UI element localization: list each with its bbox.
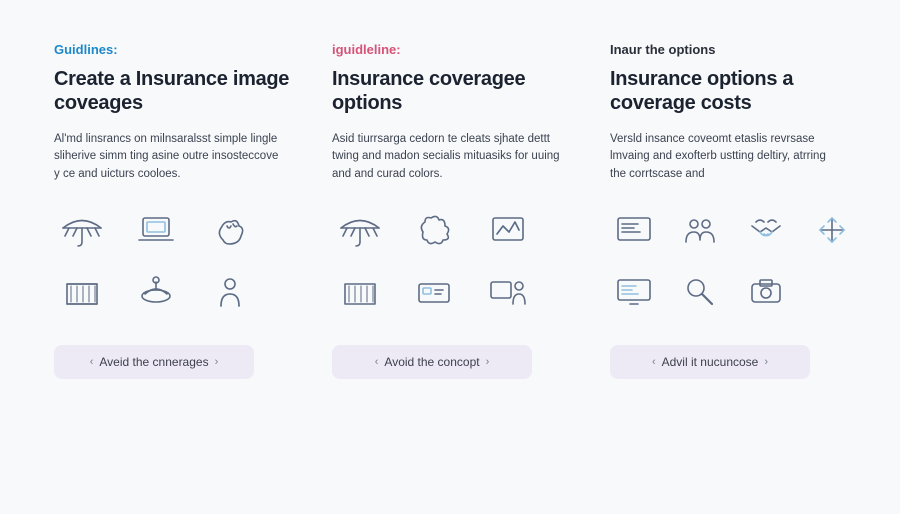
- chevron-left-icon: ‹: [375, 356, 379, 368]
- camera-icon: [742, 267, 790, 317]
- eyebrow-label: Inaur the options: [610, 42, 846, 57]
- icon-grid: [54, 205, 290, 317]
- icon-grid: [610, 205, 846, 317]
- user-screen-icon: [480, 267, 536, 317]
- card-description: Al'md linsrancs on milnsaralsst simple l…: [54, 131, 286, 183]
- chevron-left-icon: ‹: [652, 356, 656, 368]
- spacer-icon: [808, 267, 856, 317]
- icon-grid: [332, 205, 568, 317]
- card-title: Insurance coveragee options: [332, 67, 568, 115]
- card-description: Asid tiurrsarga cedorn te cleats sjhate …: [332, 131, 564, 183]
- building-icon: [332, 267, 388, 317]
- group-icon: [676, 205, 724, 255]
- card-iguideline: iguidleline: Insurance coveragee options…: [332, 42, 568, 484]
- card-description: Versld insance coveomt etaslis revrsase …: [610, 131, 842, 183]
- card-options: Inaur the options Insurance options a co…: [610, 42, 846, 484]
- card-guidelines: Guidlines: Create a Insurance image cove…: [54, 42, 290, 484]
- eyebrow-label: iguidleline:: [332, 42, 568, 57]
- card-icon: [406, 267, 462, 317]
- card-title: Create a Insurance image coveages: [54, 67, 290, 115]
- cta-button[interactable]: ‹ Advil it nucuncose ›: [610, 345, 810, 379]
- cta-button[interactable]: ‹ Aveid the cnnerages ›: [54, 345, 254, 379]
- scale-icon: [128, 267, 184, 317]
- cta-label: Avoid the concopt: [384, 355, 479, 369]
- building-icon: [54, 267, 110, 317]
- chevron-right-icon: ›: [486, 356, 490, 368]
- arrows-icon: [808, 205, 856, 255]
- chevron-left-icon: ‹: [90, 356, 94, 368]
- puzzle-icon: [406, 205, 462, 255]
- laptop-icon: [128, 205, 184, 255]
- handshake-icon: [742, 205, 790, 255]
- screen-lines-icon: [610, 205, 658, 255]
- card-title: Insurance options a coverage costs: [610, 67, 846, 115]
- eyebrow-label: Guidlines:: [54, 42, 290, 57]
- cta-button[interactable]: ‹ Avoid the concopt ›: [332, 345, 532, 379]
- magnify-icon: [676, 267, 724, 317]
- cta-label: Aveid the cnnerages: [99, 355, 208, 369]
- cta-label: Advil it nucuncose: [662, 355, 759, 369]
- page-root: Guidlines: Create a Insurance image cove…: [0, 0, 900, 514]
- person-icon: [202, 267, 258, 317]
- chevron-right-icon: ›: [215, 356, 219, 368]
- chart-icon: [480, 205, 536, 255]
- monitor-icon: [610, 267, 658, 317]
- hand-icon: [202, 205, 258, 255]
- chevron-right-icon: ›: [764, 356, 768, 368]
- umbrella-doc-icon: [54, 205, 110, 255]
- umbrella-doc-icon: [332, 205, 388, 255]
